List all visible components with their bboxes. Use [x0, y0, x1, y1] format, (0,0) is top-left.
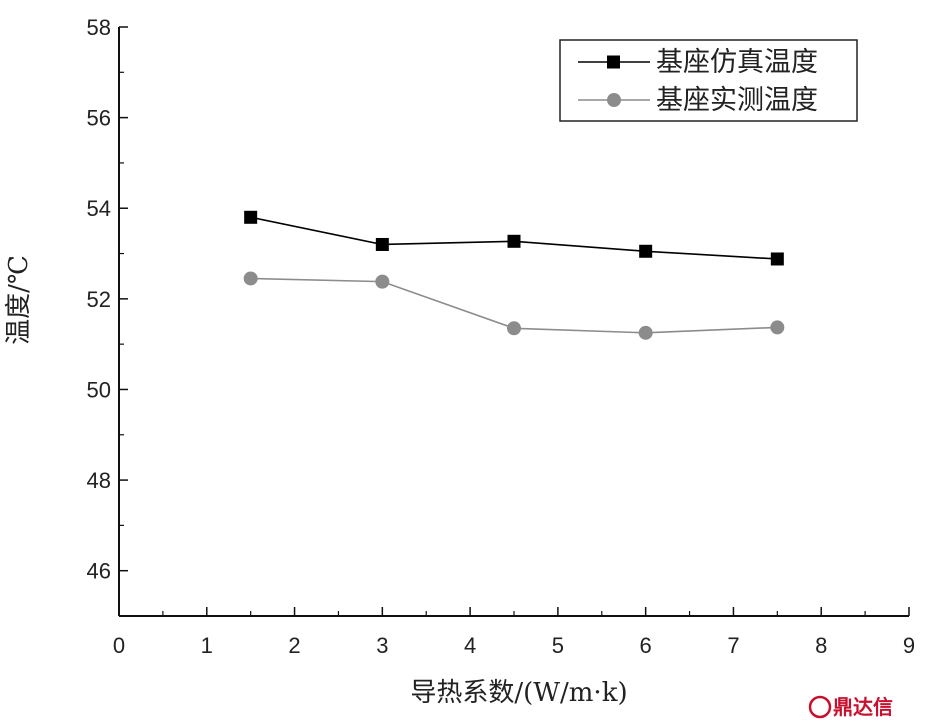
- legend-box: [559, 39, 858, 122]
- x-tick-label: 3: [376, 633, 388, 658]
- y-axis-title: 温度/℃: [4, 255, 34, 345]
- x-tick-label: 8: [815, 633, 827, 658]
- watermark-text: 鼎达信: [833, 695, 893, 719]
- x-tick-label: 0: [113, 633, 125, 658]
- x-tick-label: 6: [640, 633, 652, 658]
- watermark-logo: 鼎达信: [808, 695, 893, 719]
- series-layer: [243, 210, 785, 340]
- y-tick-label: 46: [87, 559, 111, 584]
- data-point: [243, 271, 258, 286]
- data-point: [375, 274, 390, 289]
- data-point: [244, 210, 258, 224]
- x-tick-label: 2: [288, 633, 300, 658]
- x-tick-label: 7: [727, 633, 739, 658]
- legend-marker: [607, 55, 620, 69]
- data-point: [507, 321, 521, 336]
- x-tick-label: 1: [201, 633, 213, 658]
- x-tick-label: 5: [552, 633, 564, 658]
- data-point: [375, 237, 389, 251]
- x-tick-label: 9: [903, 633, 915, 658]
- legend-marker: [607, 93, 621, 107]
- data-point: [638, 325, 653, 340]
- y-tick-label: 56: [87, 106, 111, 131]
- legend-label: 基座仿真温度: [656, 47, 818, 78]
- data-point: [507, 234, 521, 248]
- x-tick-label: 4: [464, 633, 476, 658]
- data-point: [770, 320, 785, 335]
- x-ticks: 0 1 2 3 4 5 6 7 8 9: [113, 607, 915, 658]
- y-ticks: 46 48 50 52 54 56 58: [87, 15, 128, 617]
- y-tick-label: 48: [87, 468, 111, 493]
- y-tick-label: 58: [87, 15, 111, 40]
- data-point: [639, 244, 653, 258]
- legend-label: 基座实测温度: [656, 85, 818, 116]
- watermark-icon: [808, 695, 832, 719]
- x-axis-title: 导热系数/(W/m·k): [410, 678, 627, 708]
- y-tick-label: 50: [87, 377, 111, 402]
- data-point: [770, 252, 784, 266]
- y-tick-label: 52: [87, 287, 111, 312]
- y-tick-label: 54: [87, 196, 111, 221]
